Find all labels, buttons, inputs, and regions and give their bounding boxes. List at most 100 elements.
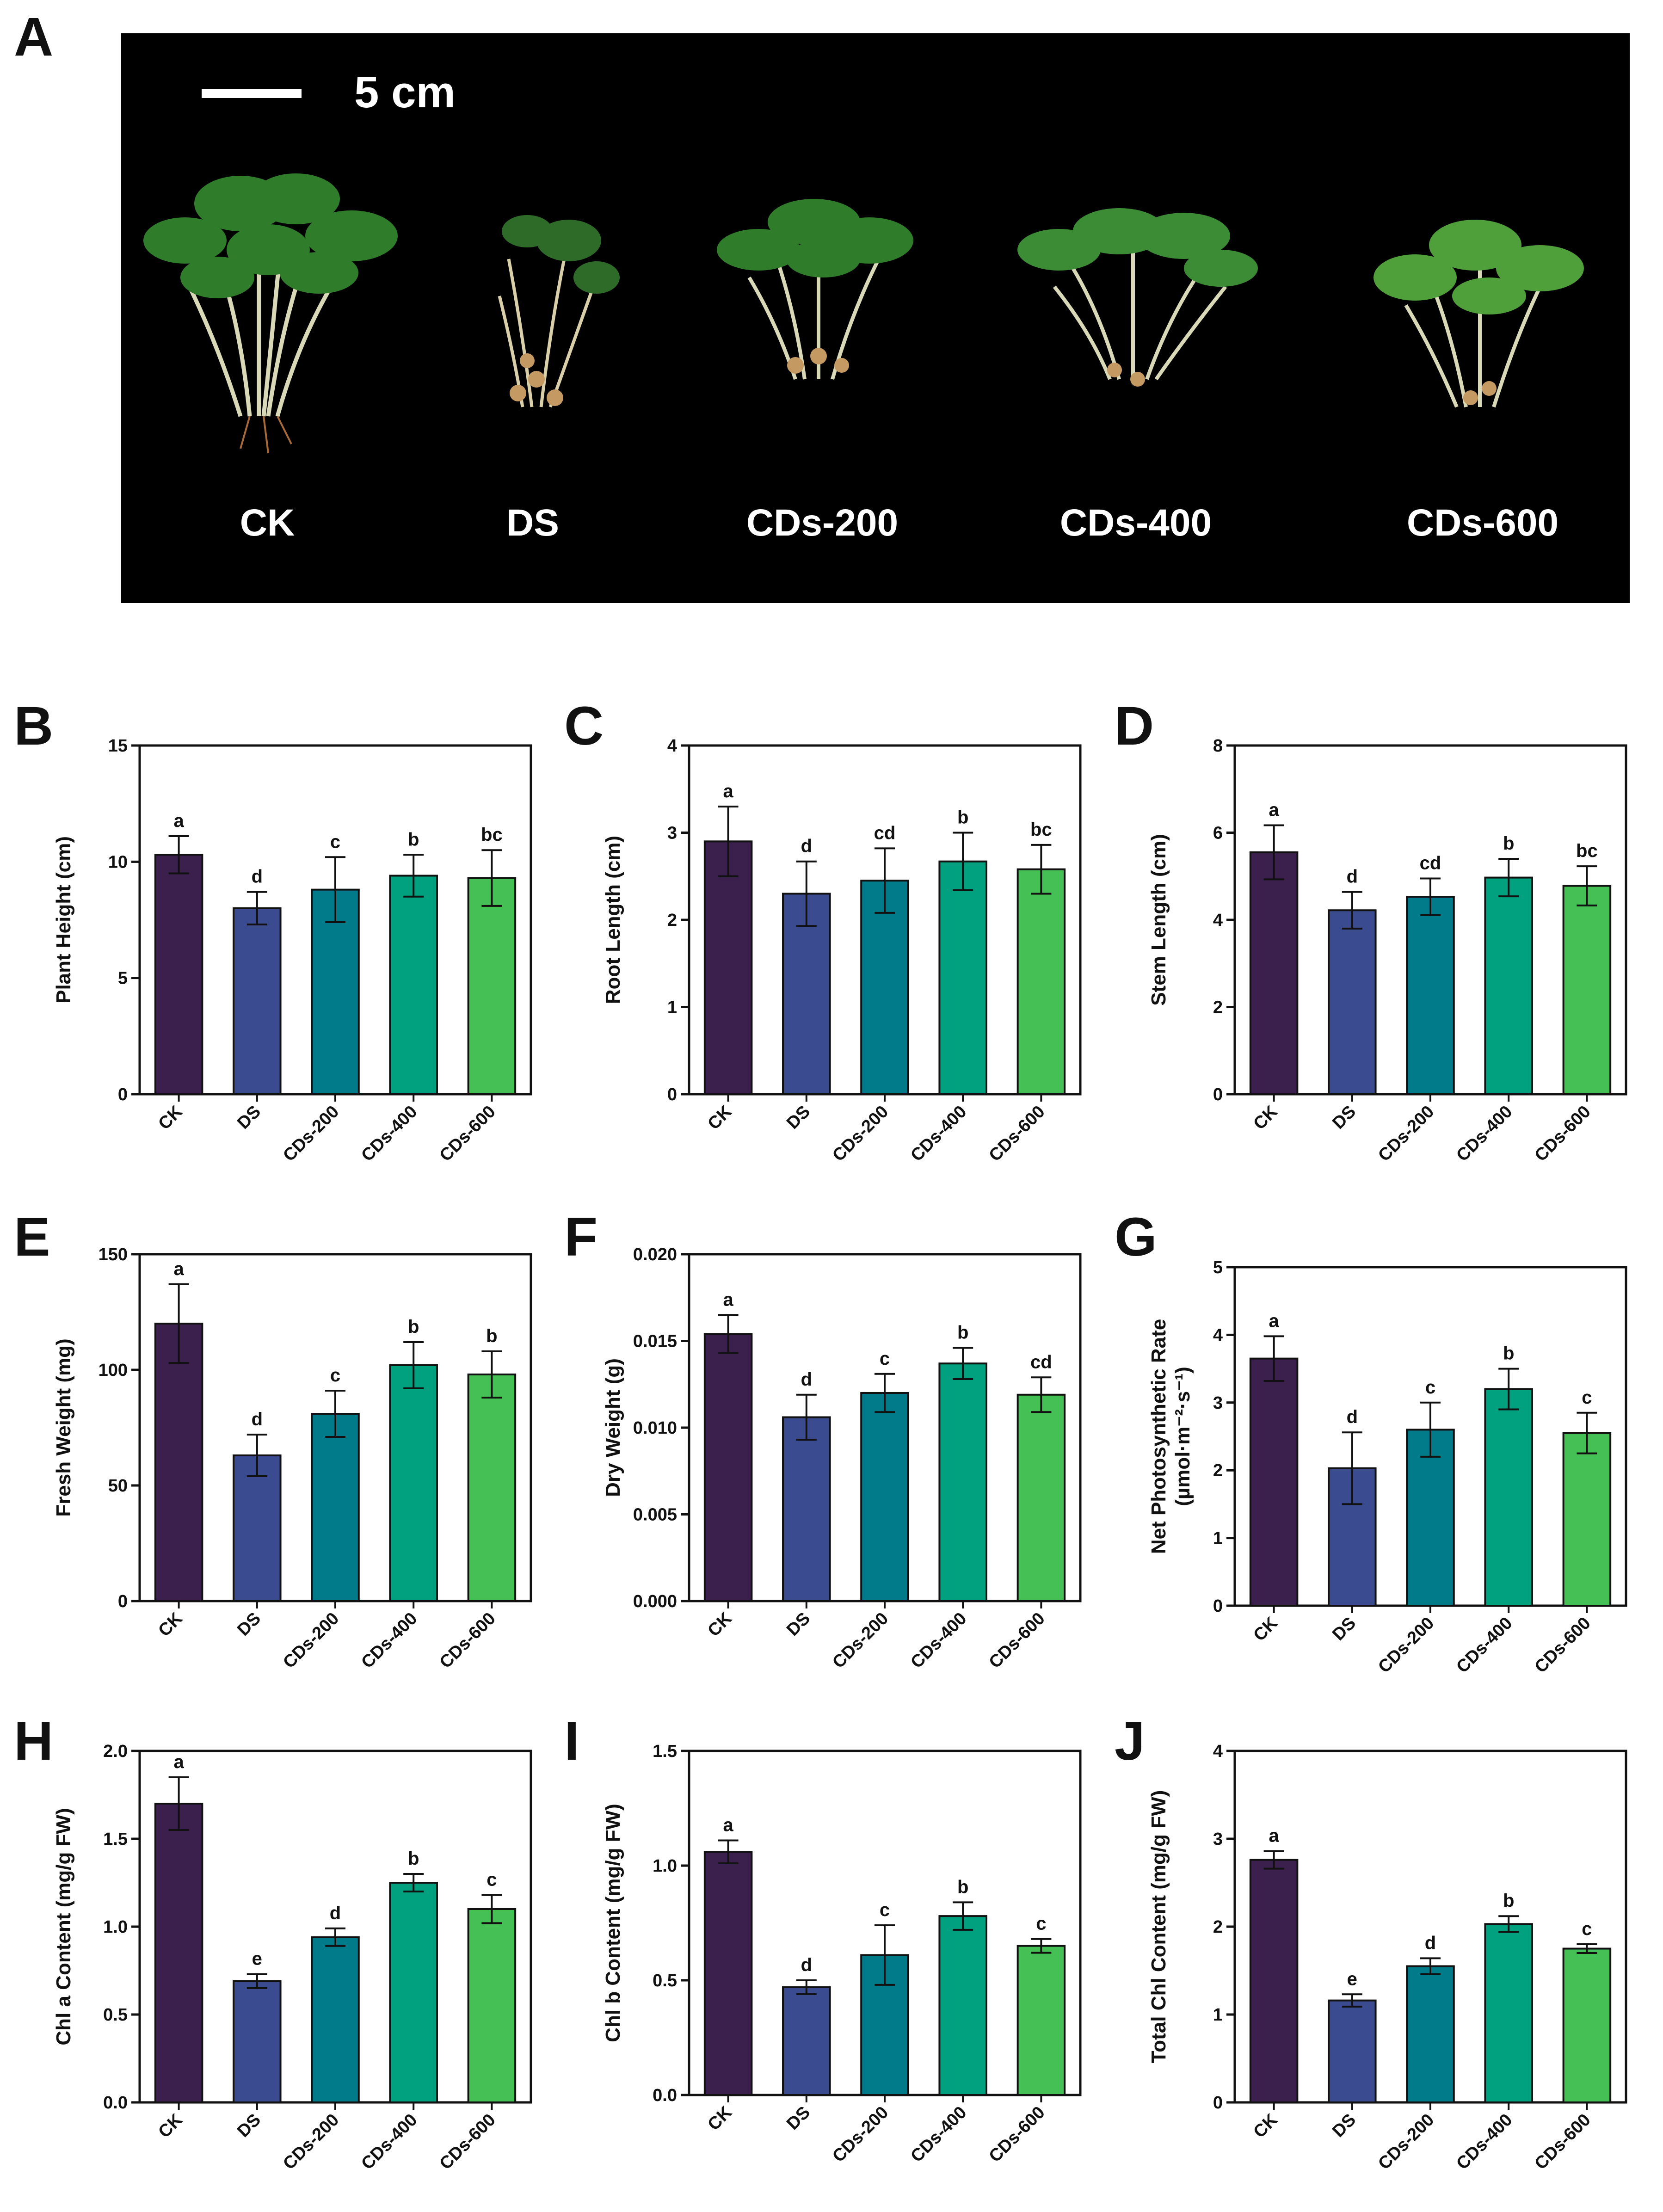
chart-e: E 0 50 100 150 Fresh Weight (mg) a CK d DS c CDs-20… — [14, 1207, 532, 1672]
chart-b-significance-label: b — [408, 829, 419, 850]
chart-j-significance-label: e — [1347, 1969, 1357, 1989]
chart-d-ytick-label: 8 — [1213, 736, 1223, 756]
chart-j-category-label: DS — [1329, 2110, 1360, 2141]
chart-j-category-label: CDs-400 — [1453, 2110, 1516, 2174]
chart-e-bar — [311, 1413, 360, 1602]
chart-b-category-label: DS — [234, 1102, 265, 1133]
chart-d-bar — [1484, 876, 1533, 1095]
chart-b-ylabel: Plant Height (cm) — [52, 836, 75, 1004]
chart-e-significance-label: d — [252, 1409, 263, 1429]
panel-a: A 5 cm — [14, 6, 1630, 603]
chart-h: H 0.0 0.5 1.0 1.5 2.0 Chl a Content (mg/g FW) a… — [14, 1711, 532, 2174]
chart-b-ytick-label: 15 — [108, 736, 128, 756]
chart-i-significance-label: d — [801, 1955, 812, 1975]
chart-e-ytick-label: 50 — [108, 1476, 128, 1496]
chart-f-bar — [782, 1416, 831, 1602]
chart-c-category-label: DS — [783, 1102, 814, 1133]
chart-e-ylabel: Fresh Weight (mg) — [52, 1338, 75, 1516]
chart-f-ytick-label: 0.000 — [633, 1592, 677, 1611]
chart-c-category-label: CDs-400 — [907, 1102, 970, 1165]
chart-g-category-label: CDs-400 — [1453, 1614, 1516, 1677]
chart-i-bar — [782, 1986, 831, 2096]
chart-b-bar — [467, 877, 517, 1096]
chart-j-bar — [1249, 1859, 1299, 2104]
chart-i-category-label: CDs-200 — [829, 2103, 892, 2166]
chart-j-ytick-label: 0 — [1213, 2093, 1223, 2113]
chart-e-letter: E — [14, 1207, 50, 1268]
chart-h-letter: H — [14, 1711, 53, 1772]
chart-d: D 0 2 4 6 8 Stem Length (cm) a CK d DS cd CDs-200 b CD… — [1115, 696, 1627, 1165]
chart-h-bar — [389, 1882, 438, 2103]
chart-e-ytick-label: 150 — [99, 1245, 128, 1264]
chart-f-category-label: DS — [783, 1609, 814, 1640]
chart-d-letter: D — [1115, 696, 1154, 757]
chart-g-ytick-label: 5 — [1213, 1258, 1223, 1277]
chart-b-bar — [154, 854, 203, 1095]
chart-h-significance-label: c — [487, 1870, 497, 1890]
chart-e-significance-label: b — [408, 1317, 419, 1337]
chart-e-ytick-label: 0 — [118, 1592, 128, 1611]
chart-h-bar — [154, 1803, 203, 2103]
chart-d-significance-label: d — [1347, 867, 1358, 887]
chart-f-ytick-label: 0.020 — [633, 1245, 677, 1264]
chart-j-ytick-label: 2 — [1213, 1917, 1223, 1937]
chart-c-ytick-label: 2 — [667, 911, 677, 930]
chart-g-significance-label: c — [1582, 1387, 1592, 1408]
seedling-photo-cds-400 — [1017, 208, 1258, 387]
chart-j: J 0 1 2 3 4 Total Chl Content (mg/g FW) a CK e DS d… — [1115, 1711, 1627, 2174]
chart-f-significance-label: d — [801, 1369, 812, 1390]
chart-b-category-label: CDs-200 — [279, 1102, 343, 1165]
chart-i-category-label: CK — [704, 2102, 736, 2134]
chart-j-significance-label: a — [1269, 1826, 1279, 1846]
photo-label-cds-600: CDs-600 — [1407, 502, 1558, 544]
chart-h-bar — [311, 1936, 360, 2103]
chart-b-category-label: CDs-600 — [436, 1102, 499, 1165]
chart-i-bar — [1016, 1945, 1066, 2096]
chart-h-ytick-label: 0.0 — [103, 2093, 128, 2113]
chart-g-significance-label: a — [1269, 1311, 1279, 1331]
chart-j-significance-label: d — [1425, 1933, 1436, 1953]
chart-g-ytick-label: 0 — [1213, 1596, 1223, 1616]
chart-b-significance-label: a — [173, 811, 184, 831]
chart-e-category-label: DS — [234, 1609, 265, 1640]
photo-label-ds: DS — [506, 502, 559, 544]
chart-c-significance-label: a — [723, 781, 733, 801]
chart-g-ytick-label: 2 — [1213, 1461, 1223, 1480]
chart-c-category-label: CK — [704, 1102, 736, 1134]
seedling-photo-ck — [143, 173, 398, 454]
chart-b-significance-label: bc — [481, 825, 503, 845]
chart-c-bar — [938, 860, 987, 1095]
chart-i-significance-label: b — [957, 1877, 968, 1897]
chart-i-ytick-label: 1.0 — [653, 1856, 677, 1876]
chart-j-significance-label: c — [1582, 1919, 1592, 1939]
chart-d-category-label: CK — [1250, 1102, 1281, 1134]
chart-g-ylabel-line: Net Photosynthetic Rate — [1147, 1319, 1170, 1554]
chart-c-category-label: CDs-600 — [985, 1102, 1049, 1165]
chart-e-significance-label: a — [173, 1259, 184, 1279]
chart-i-bar — [938, 1915, 987, 2096]
chart-g-ytick-label: 1 — [1213, 1529, 1223, 1548]
chart-g-bar — [1249, 1357, 1299, 1607]
chart-i-ytick-label: 1.5 — [653, 1742, 677, 1761]
chart-e-category-label: CDs-600 — [436, 1609, 499, 1672]
chart-d-ytick-label: 4 — [1213, 911, 1223, 930]
chart-e-category-label: CK — [154, 1608, 186, 1640]
chart-i-significance-label: c — [880, 1900, 890, 1920]
panel-letter-a: A — [14, 6, 53, 68]
chart-e-bar — [154, 1323, 203, 1602]
chart-d-ytick-label: 6 — [1213, 824, 1223, 843]
chart-f-ylabel: Dry Weight (g) — [602, 1358, 624, 1497]
chart-f-significance-label: a — [723, 1289, 733, 1310]
chart-f-ytick-label: 0.005 — [633, 1505, 677, 1525]
chart-i-ytick-label: 0.0 — [653, 2086, 677, 2105]
chart-c: C 0 1 2 3 4 Root Length (cm) a CK d DS cd CDs-200 b CD… — [564, 696, 1082, 1165]
chart-g-ytick-label: 4 — [1213, 1325, 1223, 1345]
chart-i-category-label: DS — [783, 2103, 814, 2134]
chart-h-ytick-label: 0.5 — [103, 2005, 128, 2025]
chart-i-letter: I — [564, 1711, 579, 1772]
chart-h-bar — [467, 1908, 517, 2103]
chart-i-ytick-label: 0.5 — [653, 1971, 677, 1990]
chart-f-category-label: CK — [704, 1608, 736, 1640]
